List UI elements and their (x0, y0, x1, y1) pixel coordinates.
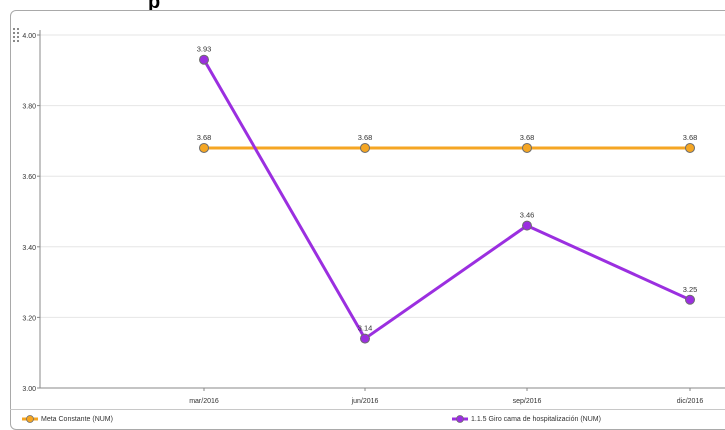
data-point-marker (685, 142, 695, 153)
series-line-1 (202, 58, 691, 341)
y-tick-label: 4.00 (22, 33, 36, 40)
x-tick-label: sep/2016 (513, 398, 542, 405)
axes (39, 30, 725, 389)
y-tick-label: 3.40 (22, 245, 36, 252)
legend-entry[interactable]: 1.1.5 Giro cama de hospitalización (NUM) (452, 413, 601, 425)
page-heading-fragment: p (148, 0, 160, 12)
legend-swatch-icon (22, 415, 38, 423)
data-point-marker (360, 333, 370, 344)
x-tick-label: jun/2016 (351, 398, 379, 405)
y-tick-label: 3.00 (22, 386, 36, 393)
data-point-marker (199, 142, 209, 153)
y-tick-label: 3.60 (22, 174, 36, 181)
x-tick-label: mar/2016 (189, 398, 219, 405)
data-point-marker (522, 220, 532, 231)
y-tick-label: 3.80 (22, 104, 36, 111)
legend-entry[interactable]: Meta Constante (NUM) (22, 413, 113, 425)
data-label: 3.68 (520, 133, 535, 142)
legend-label: 1.1.5 Giro cama de hospitalización (NUM) (471, 415, 601, 423)
x-tick-label: dic/2016 (677, 398, 704, 405)
y-tick-label: 3.20 (22, 315, 36, 322)
data-label: 3.68 (358, 133, 373, 142)
legend-divider (10, 409, 725, 410)
data-label: 3.14 (358, 324, 373, 333)
x-axis-ticks: mar/2016 jun/2016 sep/2016 dic/2016 (189, 388, 703, 405)
legend-swatch-icon (452, 415, 468, 423)
data-point-marker (522, 142, 532, 153)
legend-label: Meta Constante (NUM) (41, 415, 113, 423)
data-labels: 3.68 3.68 3.68 3.68 3.93 3.14 3.46 3.25 (197, 45, 698, 333)
resize-grip-icon[interactable] (12, 27, 20, 47)
data-label: 3.68 (683, 133, 698, 142)
data-label: 3.68 (197, 133, 212, 142)
series-lines (199, 54, 695, 344)
data-label: 3.46 (520, 211, 535, 220)
data-point-marker (360, 142, 370, 153)
data-point-marker (199, 54, 209, 65)
page-heading-strip: p (148, 0, 160, 12)
data-label: 3.93 (197, 45, 212, 54)
y-axis-ticks: 3.00 3.20 3.40 3.60 3.80 4.00 (22, 33, 40, 393)
data-point-marker (685, 294, 695, 305)
data-label: 3.25 (683, 285, 698, 294)
grid-lines (40, 34, 725, 389)
